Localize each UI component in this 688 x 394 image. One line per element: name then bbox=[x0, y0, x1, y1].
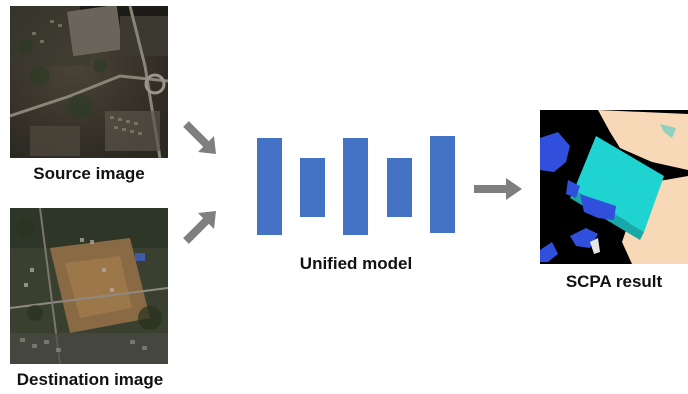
arrow-right-icon bbox=[474, 178, 522, 200]
model-caption: Unified model bbox=[299, 254, 413, 273]
arrow-up-right-icon bbox=[183, 211, 216, 244]
destination-caption: Destination image bbox=[16, 370, 164, 389]
model-bar-5 bbox=[430, 136, 455, 233]
source-caption: Source image bbox=[33, 164, 145, 183]
model-bar-2 bbox=[300, 158, 325, 217]
model-bar-4 bbox=[387, 158, 412, 217]
destination-image bbox=[10, 208, 168, 364]
model-bar-1 bbox=[257, 138, 282, 235]
scpa-result-image bbox=[540, 110, 688, 264]
source-image bbox=[10, 6, 168, 158]
result-caption: SCPA result bbox=[565, 272, 663, 291]
model-bar-3 bbox=[343, 138, 368, 235]
arrow-down-right-icon bbox=[183, 121, 216, 154]
